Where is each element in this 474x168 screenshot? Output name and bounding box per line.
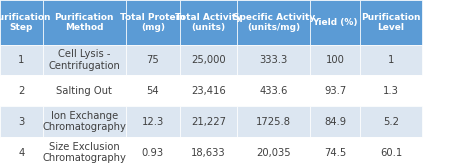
Bar	[43, 137, 126, 168]
Bar	[43, 45, 126, 75]
Bar	[126, 106, 180, 137]
Bar	[43, 106, 126, 137]
Text: Purification
Level: Purification Level	[361, 13, 421, 32]
Bar	[180, 137, 237, 168]
Text: 23,416: 23,416	[191, 86, 226, 96]
Bar	[310, 106, 360, 137]
Text: 60.1: 60.1	[380, 148, 402, 158]
Bar	[126, 0, 180, 45]
Text: Size Exclusion
Chromatography: Size Exclusion Chromatography	[42, 142, 126, 163]
Text: 74.5: 74.5	[324, 148, 346, 158]
Text: 3: 3	[18, 117, 25, 127]
Text: 100: 100	[326, 55, 345, 65]
Text: Purification
Method: Purification Method	[55, 13, 114, 32]
Text: Salting Out: Salting Out	[56, 86, 112, 96]
Bar	[237, 45, 310, 75]
Bar	[310, 137, 360, 168]
Bar	[360, 75, 422, 106]
Bar	[0, 0, 43, 45]
Text: 2: 2	[18, 86, 25, 96]
Bar	[126, 137, 180, 168]
Bar	[310, 0, 360, 45]
Text: 1.3: 1.3	[383, 86, 399, 96]
Text: 433.6: 433.6	[260, 86, 288, 96]
Text: 84.9: 84.9	[324, 117, 346, 127]
Bar	[310, 45, 360, 75]
Text: 0.93: 0.93	[142, 148, 164, 158]
Text: 333.3: 333.3	[260, 55, 288, 65]
Bar	[180, 45, 237, 75]
Bar	[310, 75, 360, 106]
Bar	[180, 75, 237, 106]
Bar	[0, 45, 43, 75]
Text: Yield (%): Yield (%)	[313, 18, 358, 27]
Bar	[0, 137, 43, 168]
Text: 18,633: 18,633	[191, 148, 226, 158]
Text: Cell Lysis -
Centrifugation: Cell Lysis - Centrifugation	[48, 49, 120, 71]
Bar	[43, 75, 126, 106]
Bar	[237, 106, 310, 137]
Bar	[126, 45, 180, 75]
Bar	[360, 137, 422, 168]
Text: Total Protein
(mg): Total Protein (mg)	[120, 13, 185, 32]
Bar	[237, 137, 310, 168]
Bar	[126, 75, 180, 106]
Text: 12.3: 12.3	[142, 117, 164, 127]
Bar	[360, 0, 422, 45]
Bar	[360, 45, 422, 75]
Text: Total Activity
(units): Total Activity (units)	[175, 13, 242, 32]
Text: 5.2: 5.2	[383, 117, 399, 127]
Text: 1: 1	[18, 55, 25, 65]
Bar	[237, 75, 310, 106]
Text: Specific Activity
(units/mg): Specific Activity (units/mg)	[233, 13, 315, 32]
Bar	[43, 0, 126, 45]
Text: 21,227: 21,227	[191, 117, 226, 127]
Bar	[180, 0, 237, 45]
Text: Purification
Step: Purification Step	[0, 13, 51, 32]
Text: 25,000: 25,000	[191, 55, 226, 65]
Text: 54: 54	[146, 86, 159, 96]
Text: 93.7: 93.7	[324, 86, 346, 96]
Text: Ion Exchange
Chromatography: Ion Exchange Chromatography	[42, 111, 126, 132]
Text: 20,035: 20,035	[256, 148, 291, 158]
Text: 1725.8: 1725.8	[256, 117, 291, 127]
Bar	[237, 0, 310, 45]
Bar	[0, 75, 43, 106]
Text: 75: 75	[146, 55, 159, 65]
Text: 4: 4	[18, 148, 25, 158]
Bar	[360, 106, 422, 137]
Bar	[180, 106, 237, 137]
Text: 1: 1	[388, 55, 394, 65]
Bar	[0, 106, 43, 137]
